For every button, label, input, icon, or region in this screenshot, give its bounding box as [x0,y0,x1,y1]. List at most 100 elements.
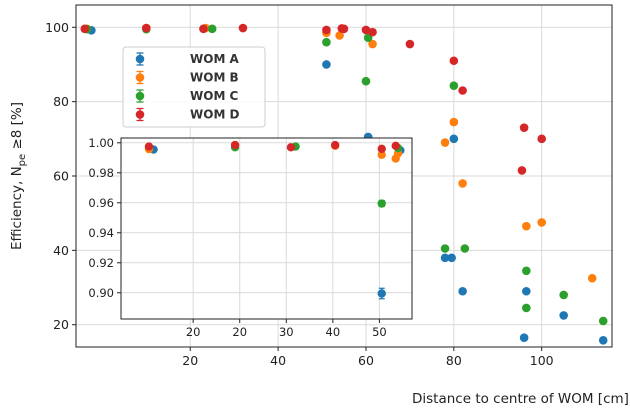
inset-x-tick-label: 40 [326,325,341,339]
y-axis-label-suffix: ≥8 [%] [9,102,25,154]
data-point-wom-a [440,253,450,263]
main-x-tick-label: 80 [446,353,462,368]
main-y-tick-label: 40 [53,243,69,258]
inset-y-tick-label: 0.92 [88,256,114,270]
legend-marker [135,54,145,64]
legend-marker [135,91,145,101]
data-point-wom-c [598,316,608,326]
inset-chart: 20 20 30 40 50 0.90 0.92 0.94 0.96 0.98 1.00 [88,136,413,339]
data-point-wom-c [449,81,459,90]
inset-data-point-wom-d [330,140,340,150]
data-point-wom-a [447,253,456,263]
data-point-wom-b [537,218,547,227]
main-y-tick-label: 80 [53,94,69,109]
legend-item-wom-b: WOM B [135,71,239,85]
data-point-wom-a [458,286,467,296]
main-y-tick-label: 20 [53,317,69,332]
data-point-wom-a [519,333,529,343]
inset-x-tick-label: 20 [232,325,247,339]
legend-marker [135,110,145,119]
data-point-wom-b [335,31,344,40]
inset-y-tick-label: 0.98 [88,166,114,180]
data-point-wom-c [522,266,531,276]
inset-data-point-wom-b [377,150,386,159]
data-point-wom-c [207,24,217,34]
inset-x-tick-label: 50 [372,325,387,339]
x-axis-label: Distance to centre of WOM [cm] [412,391,629,407]
main-x-tick-label: 60 [358,353,374,368]
data-point-wom-d [519,123,529,132]
data-point-wom-d [322,25,331,35]
data-point-wom-a [522,286,531,296]
data-point-wom-d [339,24,349,34]
data-point-wom-c [440,244,450,253]
y-axis-label: Efficiency, Npe ≥8 [%] [9,102,28,250]
inset-y-ticks: 0.90 0.92 0.94 0.96 0.98 1.00 [88,136,121,300]
data-point-wom-d [458,86,467,95]
main-plot-frame [75,4,613,348]
legend-label: WOM B [190,71,239,85]
inset-data-point-wom-d [144,142,154,151]
data-point-wom-a [559,311,568,320]
inset-y-tick-label: 0.90 [88,286,114,300]
data-point-wom-d [449,56,459,66]
inset-points [144,140,405,300]
legend-item-wom-a: WOM A [135,52,240,66]
data-point-wom-c [522,303,531,313]
main-x-tick-label: 40 [270,353,286,368]
data-point-wom-d [238,23,248,33]
main-y-tick-label: 60 [53,169,69,184]
legend-marker [135,73,145,82]
main-x-ticks: 20 40 60 80 100 [182,347,554,368]
main-y-tick-label: 100 [45,20,69,35]
legend-label: WOM D [190,108,240,122]
data-point-wom-d [361,25,371,35]
data-point-wom-d [537,134,547,144]
data-point-wom-a [322,60,331,69]
inset-data-point-wom-d [391,141,400,150]
y-axis-label-subscript: pe [17,154,28,167]
legend-label: WOM A [190,52,240,66]
data-point-wom-c [460,244,470,253]
inset-x-ticks: 20 20 30 40 50 [186,319,387,339]
data-point-wom-b [440,138,450,147]
data-point-wom-d [405,39,415,49]
inset-data-point-wom-d [377,144,386,153]
inset-data-point-wom-a [377,289,386,298]
data-point-wom-b [368,39,377,49]
data-point-wom-d [141,23,151,33]
data-point-wom-d [199,24,208,34]
inset-plot-frame [120,137,413,320]
inset-series-wom-d [144,140,400,153]
legend-box [122,46,266,128]
data-point-wom-a [449,134,459,144]
data-point-wom-b [458,179,467,188]
inset-data-point-wom-c [377,199,386,208]
data-point-wom-d [368,27,377,37]
legend: WOM A WOM B WOM C WOM D [122,46,266,128]
series-wom-d [80,23,547,175]
inset-data-point-wom-d [230,140,240,150]
inset-background [121,138,412,319]
inset-x-tick-label: 30 [279,325,294,339]
data-point-wom-d [80,24,90,34]
legend-items: WOM A WOM B WOM C WOM D [135,52,240,122]
inset-y-tick-label: 1.00 [88,136,114,150]
data-point-wom-d [517,166,527,175]
data-point-wom-b [587,273,597,283]
main-x-tick-label: 20 [182,353,198,368]
main-y-ticks: 20 40 60 80 100 [45,20,76,332]
inset-x-tick-label: 20 [186,325,201,339]
legend-item-wom-c: WOM C [135,89,239,103]
data-point-wom-b [522,221,531,231]
inset-y-tick-label: 0.96 [88,196,114,210]
data-point-wom-c [322,37,331,47]
inset-data-point-wom-d [286,143,296,152]
data-point-wom-a [598,336,608,345]
legend-item-wom-d: WOM D [135,108,240,122]
data-point-wom-c [361,76,371,86]
y-axis-label-main: Efficiency, N [9,166,25,250]
legend-label: WOM C [190,89,239,103]
data-point-wom-b [449,117,459,127]
